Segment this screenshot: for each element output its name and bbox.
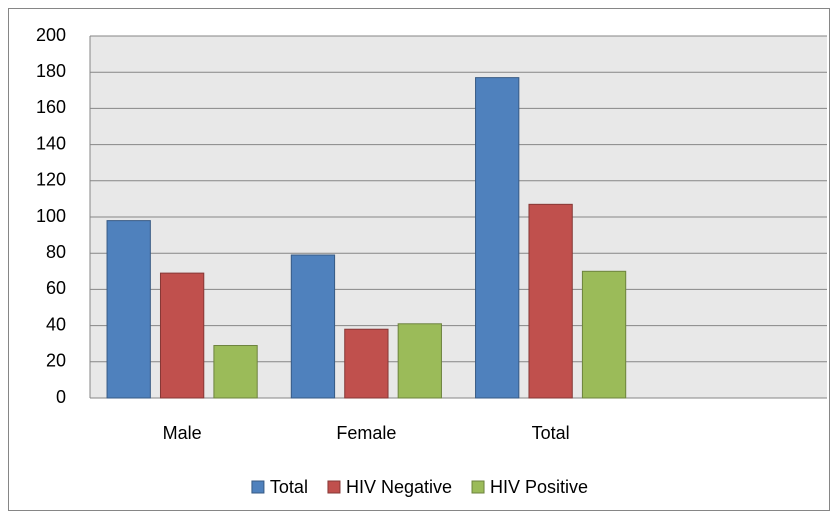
bar — [581, 270, 627, 399]
legend-label: HIV Negative — [346, 477, 452, 497]
x-tick-label: Male — [163, 423, 202, 443]
legend-label: HIV Positive — [490, 477, 588, 497]
bar — [528, 203, 573, 399]
legend-swatch — [327, 480, 341, 494]
bar — [344, 328, 389, 399]
y-tick-label: 80 — [46, 242, 66, 262]
bar — [397, 323, 442, 399]
y-tick-label: 180 — [36, 61, 66, 81]
y-tick-label: 0 — [56, 387, 66, 407]
bar — [290, 254, 336, 399]
legend-swatch — [471, 480, 485, 494]
legend-label: Total — [270, 477, 308, 497]
y-tick-label: 160 — [36, 97, 66, 117]
x-tick-label: Female — [336, 423, 396, 443]
bar — [475, 77, 520, 399]
y-tick-label: 100 — [36, 206, 66, 226]
y-tick-label: 60 — [46, 278, 66, 298]
y-tick-label: 120 — [36, 170, 66, 190]
bar — [159, 272, 205, 399]
legend-swatch — [251, 480, 265, 494]
bar — [106, 220, 151, 399]
y-tick-label: 140 — [36, 133, 66, 153]
bar — [213, 345, 258, 399]
x-tick-label: Total — [532, 423, 570, 443]
y-tick-label: 200 — [36, 25, 66, 45]
y-tick-label: 20 — [46, 351, 66, 371]
y-tick-label: 40 — [46, 314, 66, 334]
